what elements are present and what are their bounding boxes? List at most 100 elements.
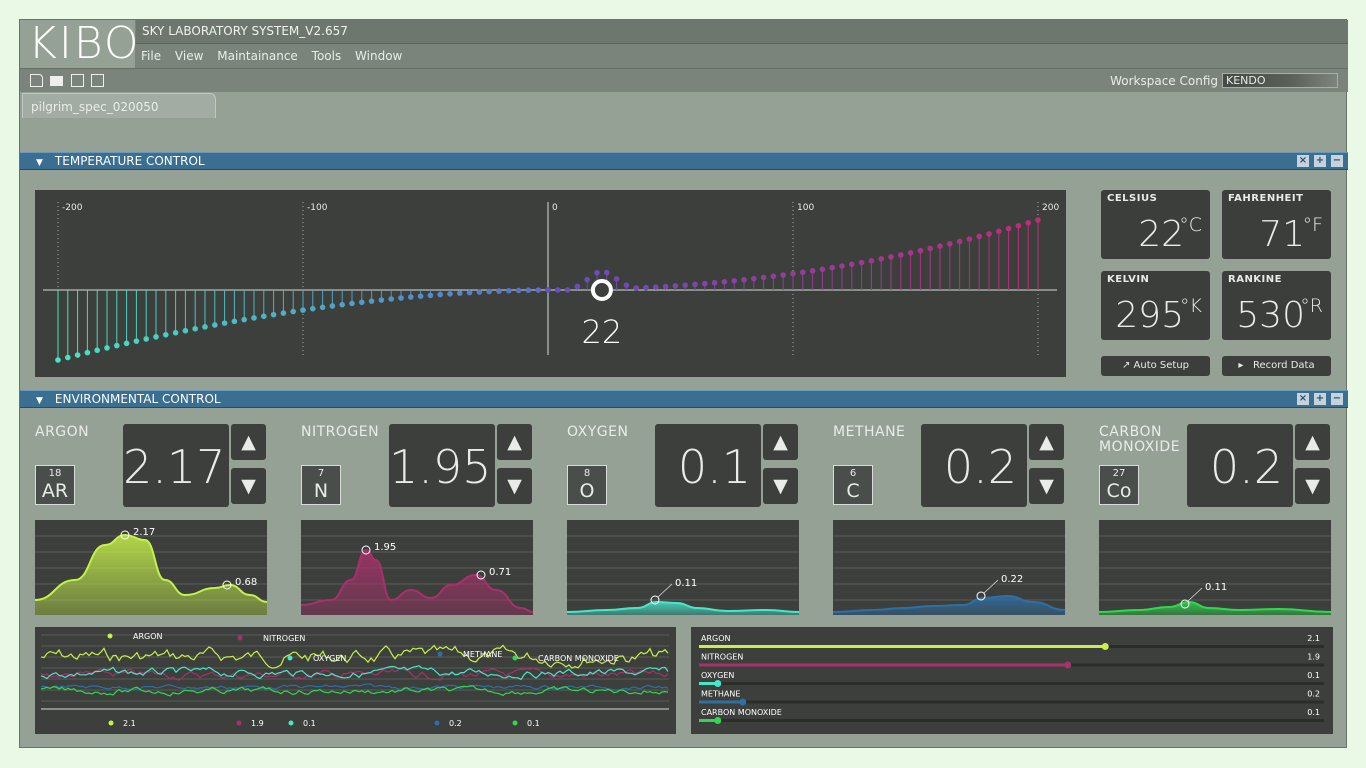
auto-setup-button[interactable]: ↗ Auto Setup (1101, 356, 1210, 376)
decrease-button[interactable]: ▼ (763, 468, 798, 504)
element-symbol: N (313, 480, 329, 502)
trend-legend-dot (236, 720, 242, 726)
tab-pilgrim-spec[interactable]: pilgrim_spec_020050 (22, 93, 216, 118)
trend-series-name: CARBON MONOXIDE (538, 654, 619, 663)
scale-point (104, 345, 110, 351)
menu-tools[interactable]: Tools (311, 49, 342, 63)
fahrenheit-value: 71 (1259, 214, 1305, 255)
scale-point (986, 231, 992, 237)
mini-value-label: 0.68 (235, 577, 257, 588)
gas-name: METHANE (833, 425, 905, 440)
decrease-button[interactable]: ▼ (1295, 468, 1330, 504)
scale-point (319, 304, 326, 311)
level-name: METHANE (701, 690, 740, 699)
trend-series-marker (237, 635, 243, 641)
level-handle (739, 698, 747, 706)
scale-point (574, 283, 581, 290)
gas-value-display[interactable]: 0.1 (655, 424, 761, 507)
mini-marker (1180, 599, 1190, 609)
trend-legend-value: 0.1 (303, 719, 316, 728)
gas-value-display[interactable]: 1.95 (389, 424, 495, 507)
scale-point (221, 320, 228, 326)
level-value: 1.9 (1307, 653, 1320, 662)
scale-point (898, 252, 904, 258)
collapse-icon[interactable]: ▼ (36, 396, 43, 406)
element-badge: 27 Co (1099, 465, 1139, 505)
mini-area (35, 535, 267, 615)
new-file-icon[interactable] (30, 74, 43, 87)
level-handle (714, 680, 722, 687)
expand-icon[interactable]: + (1314, 155, 1326, 167)
scale-point (947, 241, 953, 247)
gas-mini-chart: 1.95 0.71 (300, 520, 534, 615)
scale-point (408, 294, 414, 300)
level-fill (699, 700, 743, 704)
decrease-button[interactable]: ▼ (497, 468, 532, 504)
open-folder-icon[interactable] (50, 76, 63, 86)
trend-series-line (40, 683, 669, 691)
level-name: ARGON (701, 634, 731, 643)
record-data-button[interactable]: ▸ Record Data (1222, 356, 1331, 376)
gas-value-display[interactable]: 0.2 (921, 424, 1027, 507)
minimize-icon[interactable]: − (1331, 393, 1343, 405)
mini-line (566, 600, 800, 613)
increase-button[interactable]: ▲ (1295, 424, 1330, 460)
menu-file[interactable]: File (141, 49, 162, 63)
scale-point (290, 308, 296, 315)
level-handle (714, 717, 722, 724)
increase-button[interactable]: ▲ (763, 424, 798, 460)
menu-window[interactable]: Window (355, 49, 403, 63)
level-name: NITROGEN (701, 653, 743, 662)
scale-point (251, 315, 257, 321)
mini-leader (657, 583, 673, 598)
export-icon[interactable] (91, 74, 104, 87)
kelvin-label: KELVIN (1107, 274, 1150, 285)
scale-point (163, 331, 169, 338)
environmental-control-header[interactable]: ▼ ENVIRONMENTAL CONTROL × + − (20, 390, 1348, 408)
element-badge: 18 AR (35, 465, 75, 505)
save-icon[interactable] (71, 74, 84, 87)
level-value: 2.1 (1307, 634, 1320, 643)
close-icon[interactable]: × (1297, 155, 1309, 167)
workspace-config-input[interactable]: KENDO (1222, 73, 1338, 88)
scale-point (143, 336, 149, 342)
gas-name-line1: METHANE (833, 424, 906, 440)
gas-name-line1: CARBON (1099, 424, 1162, 440)
decrease-button[interactable]: ▼ (1029, 468, 1064, 504)
kibo-logo: KIBO (20, 20, 139, 68)
scale-point (594, 269, 600, 276)
menu-view[interactable]: View (174, 49, 204, 63)
gas-value-display[interactable]: 2.17 (123, 424, 229, 507)
scale-tick-label: -100 (307, 203, 328, 213)
menu-maintainance[interactable]: Maintainance (217, 49, 298, 63)
temperature-control-header[interactable]: ▼ TEMPERATURE CONTROL × + − (20, 152, 1348, 170)
decrease-button[interactable]: ▼ (231, 468, 266, 504)
gas-level-svg: ARGON 2.1 NITROGEN 1.9 OXYGEN 0.1 METHANE 0.2 CA… (699, 634, 1324, 724)
collapse-icon[interactable]: ▼ (36, 158, 43, 168)
scale-point (800, 269, 806, 276)
gas-mini-chart-svg: 0.11 (1098, 535, 1332, 615)
mini-value-label: 0.11 (675, 578, 697, 589)
temperature-scale-chart[interactable]: -200 -100 0 100 200 22 (35, 190, 1066, 377)
scale-point (172, 329, 179, 336)
scale-point (770, 273, 777, 280)
close-icon[interactable]: × (1297, 393, 1309, 405)
scale-point (270, 311, 277, 318)
increase-button[interactable]: ▲ (497, 424, 532, 460)
scale-point (780, 272, 786, 278)
increase-button[interactable]: ▲ (1029, 424, 1064, 460)
gas-name-line1: ARGON (35, 424, 90, 440)
celsius-value: 22 (1138, 214, 1184, 255)
element-symbol: AR (41, 480, 69, 502)
expand-icon[interactable]: + (1314, 393, 1326, 405)
scale-point (996, 228, 1002, 235)
gas-mini-chart-svg: 2.17 0.68 (34, 527, 268, 615)
minimize-icon[interactable]: − (1331, 155, 1343, 167)
mini-line (1098, 600, 1332, 613)
increase-button[interactable]: ▲ (231, 424, 266, 460)
auto-setup-label: Auto Setup (1133, 360, 1190, 371)
gas-mini-chart-svg: 1.95 0.71 (300, 535, 534, 615)
level-track (699, 700, 1324, 704)
gas-value-display[interactable]: 0.2 (1187, 424, 1293, 507)
